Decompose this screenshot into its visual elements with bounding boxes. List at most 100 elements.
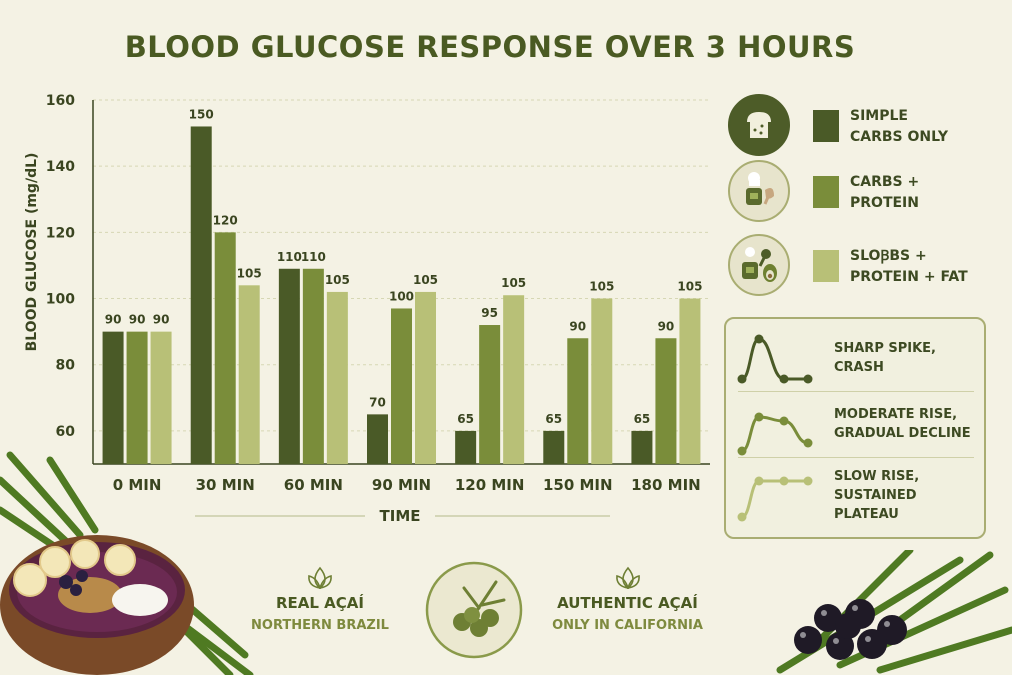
bar [455,430,477,464]
authentic-acai-title: AUTHENTIC AÇAÍ [557,594,698,612]
bar [479,325,501,464]
bar [326,291,348,464]
pattern-curve [741,415,809,453]
bar [126,331,148,464]
x-axis-title: TIME [380,507,421,525]
pattern-row-plateau: SLOW RISE, SUSTAINED PLATEAU [726,461,984,531]
data-label: 105 [237,266,262,280]
data-label: 110 [301,250,326,264]
pattern-point [737,374,747,384]
data-label: 105 [501,276,526,290]
pattern-row-spike: SHARP SPIKE, CRASH [726,323,984,393]
authentic-acai-badge: AUTHENTIC AÇAÍ ONLY IN CALIFORNIA [540,566,715,633]
bar [150,331,172,464]
data-label: 150 [189,107,214,121]
pattern-label-moderate: MODERATE RISE, GRADUAL DECLINE [834,407,971,441]
legend-label-protein-fat: SLOꞴBS + PROTEIN + FAT [850,248,968,285]
authentic-acai-subtitle: ONLY IN CALIFORNIA [552,618,703,633]
data-label: 105 [589,280,614,294]
y-tick-label: 160 [46,93,75,109]
data-label: 65 [545,412,562,426]
data-label: 105 [677,280,702,294]
x-tick-label: 0 MIN [113,476,162,494]
pattern-divider [738,457,974,458]
x-tick-label: 180 MIN [631,476,701,494]
pattern-point [803,476,813,486]
bar [631,430,653,464]
pattern-label-plateau: SLOW RISE, SUSTAINED PLATEAU [834,469,920,522]
legend-label-carbs-protein: CARBS + PROTEIN [850,174,920,211]
pattern-point [779,374,789,384]
bar [543,430,565,464]
x-tick-label: 60 MIN [284,476,343,494]
acai-berries-image [794,599,907,660]
bar [278,268,300,464]
legend-item-carbs-protein: CARBS + PROTEIN [728,160,998,224]
x-tick-label: 90 MIN [372,476,431,494]
data-label: 100 [389,289,414,303]
pattern-point [754,334,764,344]
data-label: 105 [413,273,438,287]
bar [591,298,613,464]
plateau-curve-icon [737,476,813,522]
data-label: 90 [153,313,170,327]
leaf-icon [308,566,332,590]
legend-item-simple-carbs: SIMPLE CARBS ONLY [728,94,998,158]
x-tick-label: 120 MIN [455,476,525,494]
bar [190,126,212,465]
real-acai-subtitle: NORTHERN BRAZIL [251,618,389,633]
pattern-point [779,416,789,426]
data-label: 110 [277,250,302,264]
legend-swatch-carbs-protein [813,176,839,208]
pattern-curve [741,479,808,519]
y-tick-label: 80 [56,358,76,374]
pattern-row-moderate: MODERATE RISE, GRADUAL DECLINE [726,395,984,465]
x-tick-label: 150 MIN [543,476,613,494]
real-acai-title: REAL AÇAÍ [276,594,364,612]
bread-icon [728,94,790,156]
chart-title: BLOOD GLUCOSE RESPONSE OVER 3 HOURS [124,30,856,64]
legend-item-protein-fat: SLOꞴBS + PROTEIN + FAT [728,234,998,298]
bar [102,331,124,464]
data-label: 95 [481,306,498,320]
pattern-curve [741,337,808,381]
bar [238,285,260,464]
legend-swatch-protein-fat [813,250,839,282]
bar [415,291,436,464]
data-label: 105 [325,273,350,287]
pattern-point [803,374,813,384]
bar [503,295,525,464]
x-tick-label: 30 MIN [196,476,255,494]
spike-curve-icon [737,334,813,384]
bar [567,338,589,464]
bar [367,414,388,464]
bar [214,232,236,464]
y-axis-title: BLOOD GLUCOSE (mg/dL) [24,153,40,352]
bar [679,298,701,464]
pattern-point [803,438,813,448]
bar-chart: 60 80 100 120 140 160 BLOOD GLUCOSE (mg/dL) 90 9… [24,93,710,525]
moderate-curve-icon [737,412,813,456]
pattern-point [779,476,789,486]
data-label: 90 [569,319,586,333]
acai-emblem-icon [425,561,523,659]
pattern-point [754,412,764,422]
pattern-divider [738,391,974,392]
pattern-point [754,476,764,486]
y-tick-label: 140 [46,159,75,175]
data-label: 65 [634,412,651,426]
pattern-point [737,446,747,456]
data-label: 90 [658,319,675,333]
acai-bowl-image [0,535,194,675]
data-label: 120 [213,213,238,227]
data-label: 90 [105,313,122,327]
response-pattern-panel: SHARP SPIKE, CRASH MODERATE RISE, GRADUA… [724,317,986,539]
y-tick-label: 100 [46,292,75,308]
chef-protein-icon [728,160,790,222]
y-tick-label: 60 [56,424,76,440]
bar [655,338,677,464]
real-acai-badge: REAL AÇAÍ NORTHERN BRAZIL [235,566,405,633]
pattern-point [737,512,747,522]
legend-label-simple-carbs: SIMPLE CARBS ONLY [850,108,949,145]
data-label: 90 [129,313,146,327]
